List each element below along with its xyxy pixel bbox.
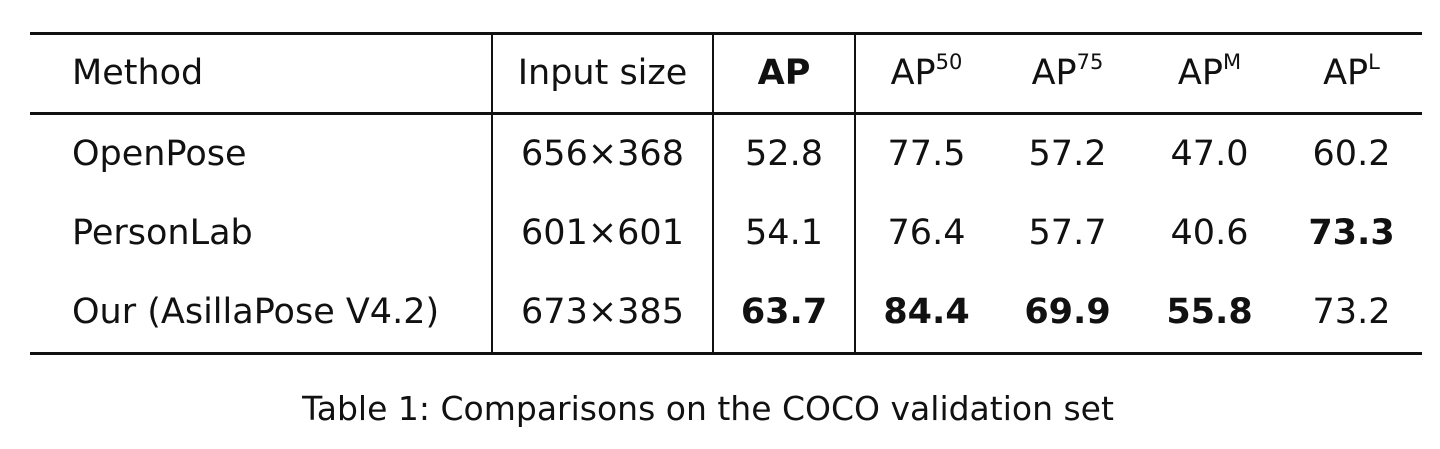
cell-ap50: 77.5 — [887, 133, 966, 174]
header-input-size: Input size — [492, 33, 714, 115]
results-table-container: Method Input size AP AP50 AP75 APM APL O… — [30, 32, 1422, 355]
header-ap75: AP75 — [997, 33, 1138, 115]
header-ap75-base: AP — [1031, 53, 1077, 93]
cell-method: Our (AsillaPose V4.2) — [30, 273, 493, 354]
header-apm-sup: M — [1222, 50, 1242, 74]
table-caption: Table 1: Comparisons on the COCO validat… — [302, 389, 1114, 428]
cell-ap50: 84.4 — [883, 292, 970, 333]
header-apl: APL — [1281, 33, 1422, 115]
cell-input-size: 656×368 — [492, 113, 714, 194]
header-ap50-sup: 50 — [935, 50, 963, 74]
table-row: Our (AsillaPose V4.2) 673×385 63.7 84.4 … — [30, 273, 1422, 354]
cell-apl: 60.2 — [1312, 133, 1391, 174]
header-ap: AP — [713, 33, 856, 115]
cell-apm: 55.8 — [1166, 292, 1253, 333]
header-apl-sup: L — [1368, 50, 1380, 74]
cell-method: PersonLab — [30, 193, 493, 274]
cell-ap75: 57.7 — [1028, 213, 1107, 253]
cell-apl: 73.3 — [1308, 213, 1395, 253]
cell-ap50: 76.4 — [887, 213, 966, 253]
header-apl-base: AP — [1323, 53, 1369, 93]
header-apm-base: AP — [1177, 53, 1223, 93]
cell-ap: 54.1 — [713, 193, 856, 274]
cell-input-size: 601×601 — [492, 193, 714, 274]
header-apm: APM — [1138, 33, 1281, 115]
cell-input-size: 673×385 — [492, 273, 714, 354]
table-row: PersonLab 601×601 54.1 76.4 57.7 40.6 73… — [30, 193, 1422, 274]
cell-ap75: 57.2 — [1028, 133, 1107, 174]
cell-apm: 40.6 — [1170, 213, 1249, 253]
header-row: Method Input size AP AP50 AP75 APM APL — [30, 33, 1422, 115]
cell-apl: 73.2 — [1312, 292, 1391, 333]
cell-method: OpenPose — [30, 113, 493, 194]
cell-apm: 47.0 — [1170, 133, 1249, 174]
cell-ap: 52.8 — [713, 113, 856, 194]
cell-ap: 63.7 — [713, 273, 856, 354]
header-ap75-sup: 75 — [1076, 50, 1104, 74]
header-method: Method — [30, 33, 493, 115]
cell-ap75: 69.9 — [1024, 292, 1111, 333]
table-row: OpenPose 656×368 52.8 77.5 57.2 47.0 60.… — [30, 113, 1422, 194]
header-ap50: AP50 — [855, 33, 997, 115]
results-table: Method Input size AP AP50 AP75 APM APL O… — [30, 32, 1422, 355]
header-ap50-base: AP — [890, 53, 936, 93]
